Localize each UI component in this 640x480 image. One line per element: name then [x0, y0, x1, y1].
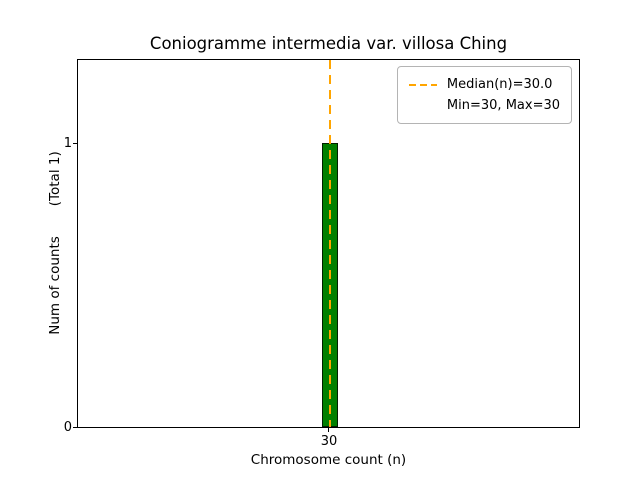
- x-axis-label: Chromosome count (n): [250, 452, 407, 468]
- legend-median-label: Median(n)=30.0: [446, 77, 553, 92]
- y-axis-label-text: Num of counts: [47, 236, 63, 335]
- chart-title: Coniogramme intermedia var. villosa Chin…: [149, 34, 508, 53]
- plot-area: Median(n)=30.0 Min=30, Max=30: [77, 59, 580, 428]
- legend: Median(n)=30.0 Min=30, Max=30: [396, 66, 572, 124]
- y-axis-label: Num of counts (Total 1): [47, 59, 63, 428]
- legend-row-minmax: Min=30, Max=30: [409, 95, 560, 116]
- legend-row-median: Median(n)=30.0: [408, 74, 560, 95]
- x-tick-label-30: 30: [320, 434, 338, 449]
- median-dash-icon: [408, 83, 437, 86]
- median-line: [328, 60, 331, 427]
- x-tick-mark-30: [328, 428, 329, 432]
- y-tick-mark-1: [73, 143, 77, 144]
- y-tick-mark-0: [73, 427, 77, 428]
- y-axis-label-total: (Total 1): [47, 151, 63, 207]
- legend-minmax-label: Min=30, Max=30: [446, 98, 560, 113]
- y-tick-label-1: 1: [63, 136, 72, 151]
- y-tick-label-0: 0: [63, 420, 72, 435]
